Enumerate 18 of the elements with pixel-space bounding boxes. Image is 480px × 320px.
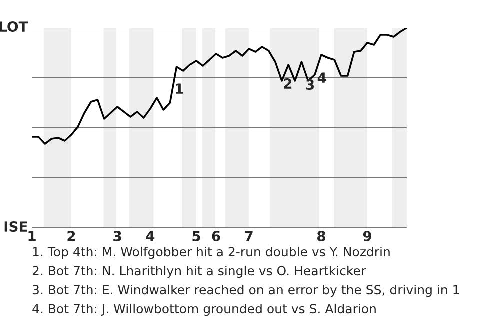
- x-tick-label: 7: [245, 231, 253, 242]
- x-tick-label: 5: [192, 231, 200, 242]
- annotation: 3: [306, 80, 314, 90]
- text: 4. Bot 7th: J. Willowbottom grounded out vs S. Aldarion: [32, 304, 376, 316]
- text: ISE: [4, 222, 28, 232]
- text: LOT: [0, 22, 28, 32]
- x-tick-label: 6: [212, 231, 220, 242]
- x-tick-label: 9: [363, 231, 372, 242]
- text: 1. Top 4th: M. Wolfgobber hit a 2-run double vs Y. Nozdrin: [33, 246, 390, 260]
- x-tick-label: 3: [114, 231, 122, 242]
- annotation: 2: [284, 78, 292, 89]
- text: 2. Bot 7th: N. Lharithlyn hit a single vs O. Heartkicker: [32, 266, 366, 278]
- x-tick-label: 1: [28, 231, 36, 242]
- annotation: 1: [176, 84, 184, 94]
- x-tick-label: 4: [146, 231, 155, 242]
- x-tick-label: 8: [317, 231, 326, 242]
- text: 3. Bot 7th: E. Windwalker reached on an error by the SS, driving in 1: [32, 284, 460, 298]
- x-tick-label: 2: [68, 231, 76, 242]
